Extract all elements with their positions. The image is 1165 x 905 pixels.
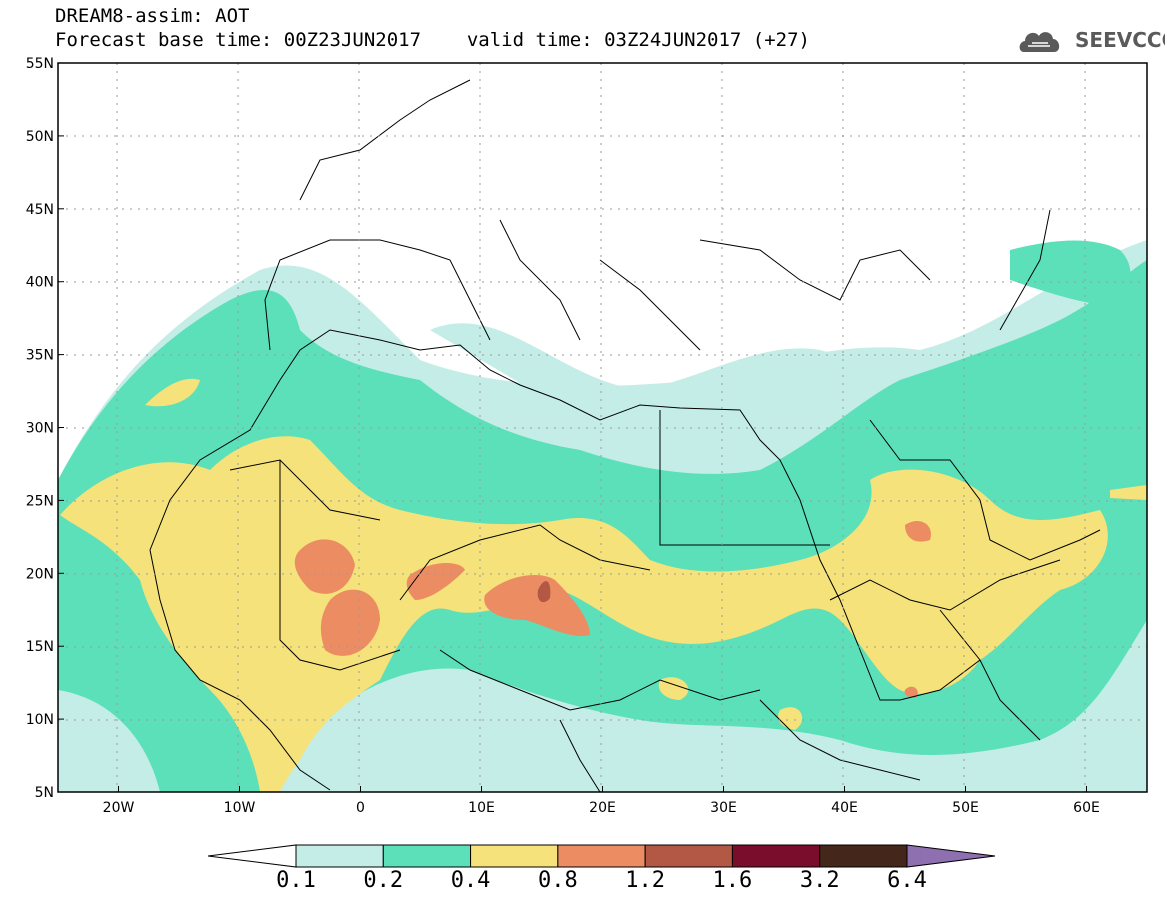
lon-tick-label: 10E [468, 800, 495, 816]
colorbar [207, 844, 996, 868]
lon-tick-label: 60E [1073, 800, 1100, 816]
base-time: Forecast base time: 00Z23JUN2017 [55, 29, 422, 51]
lat-tick-label: 25N [26, 493, 54, 509]
product-title: DREAM8-assim: AOT [55, 5, 250, 27]
lat-tick-label: 20N [26, 566, 54, 582]
colorbar-swatch [470, 844, 559, 868]
lat-tick-label: 40N [26, 275, 54, 291]
colorbar-low-arrow [207, 844, 297, 868]
colorbar-high-arrow [906, 844, 996, 868]
lat-tick-label: 35N [26, 348, 54, 364]
lon-tick-label: 30E [710, 800, 737, 816]
cloud-icon [1019, 32, 1060, 52]
colorbar-label: 3.2 [799, 868, 840, 893]
lon-axis: 20W 10W 0 10E 20E 30E 40E 50E 60E [103, 786, 1100, 816]
valid-time: valid time: 03Z24JUN2017 (+27) [466, 29, 810, 51]
colorbar-swatch [731, 844, 821, 868]
colorbar-label: 0.1 [276, 868, 316, 893]
lon-tick-label: 40E [831, 800, 858, 816]
colorbar-swatch [295, 844, 384, 868]
lat-tick-label: 55N [26, 56, 54, 72]
lon-tick-label: 10W [224, 800, 256, 816]
colorbar-swatch [644, 844, 733, 868]
colorbar-label: 6.4 [887, 868, 927, 893]
lat-tick-label: 15N [26, 639, 54, 655]
colorbar-label: 1.6 [712, 868, 753, 893]
lat-tick-label: 30N [26, 421, 54, 437]
colorbar-label: 0.8 [537, 868, 578, 893]
aot-field [58, 63, 1147, 792]
lat-tick-label: 5N [35, 785, 54, 801]
forecast-times: Forecast base time: 00Z23JUN2017 valid t… [55, 29, 810, 51]
colorbar-label: 0.2 [363, 868, 404, 893]
colorbar-label: 1.2 [625, 868, 666, 893]
lon-tick-label: 0 [356, 800, 365, 816]
coastlines [149, 79, 1101, 792]
lon-tick-label: 20E [589, 800, 616, 816]
gridlines [58, 63, 1147, 792]
colorbar-swatch [557, 844, 646, 868]
lat-axis: 55N 50N 45N 40N 35N 30N 25N 20N 15N 10N 5N [26, 56, 64, 801]
colorbar-swatch [819, 844, 908, 868]
lon-tick-label: 50E [952, 800, 979, 816]
colorbar-label: 0.4 [450, 868, 491, 893]
lon-tick-label: 20W [103, 800, 135, 816]
lat-tick-label: 10N [26, 712, 54, 728]
lat-tick-label: 45N [26, 202, 54, 218]
logo-text: SEEVCCC [1075, 28, 1165, 52]
colorbar-swatch [382, 844, 472, 868]
lat-tick-label: 50N [26, 129, 54, 145]
